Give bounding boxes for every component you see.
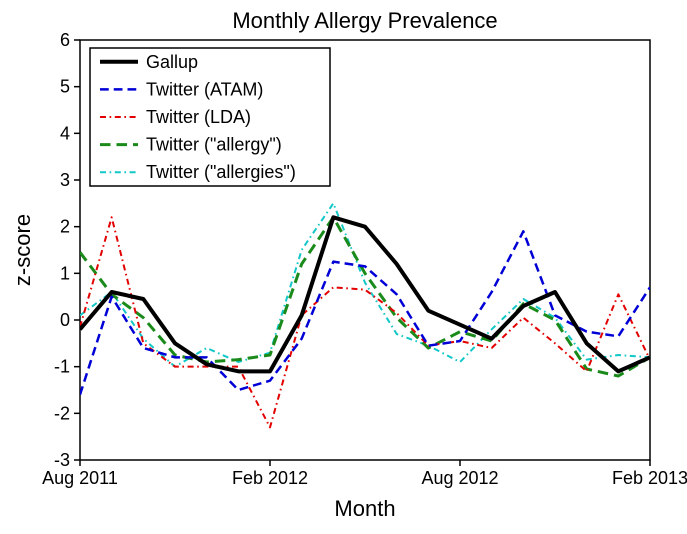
y-tick-label: 4 xyxy=(60,123,70,143)
y-tick-label: 3 xyxy=(60,170,70,190)
chart-svg: -3 -2 -1 0 1 2 3 4 5 6 Aug 2011 Feb 2012 Aug 2012 Feb… xyxy=(0,0,687,534)
x-tick-label: Aug 2011 xyxy=(42,468,118,488)
x-tick-label: Feb 2013 xyxy=(612,468,687,488)
y-tick-label: 1 xyxy=(60,263,70,283)
chart-container: -3 -2 -1 0 1 2 3 4 5 6 Aug 2011 Feb 2012 Aug 2012 Feb… xyxy=(0,0,687,534)
legend-label: Twitter ("allergy") xyxy=(146,135,282,155)
legend-label: Gallup xyxy=(146,52,198,72)
legend-label: Twitter (LDA) xyxy=(146,107,251,127)
y-tick-label: 6 xyxy=(60,30,70,50)
y-tick-label: -2 xyxy=(54,403,70,423)
y-tick-label: 2 xyxy=(60,217,70,237)
chart-title: Monthly Allergy Prevalence xyxy=(232,8,497,33)
y-tick-label: -1 xyxy=(54,357,70,377)
y-tick-label: 5 xyxy=(60,77,70,97)
x-axis-label: Month xyxy=(334,496,395,521)
x-tick-label: Feb 2012 xyxy=(232,468,308,488)
x-tick-label: Aug 2012 xyxy=(421,468,498,488)
legend-label: Twitter ("allergies") xyxy=(146,162,296,182)
y-tick-label: -3 xyxy=(54,450,70,470)
y-tick-label: 0 xyxy=(60,310,70,330)
legend-label: Twitter (ATAM) xyxy=(146,79,263,99)
y-axis-label: z-score xyxy=(10,214,35,286)
